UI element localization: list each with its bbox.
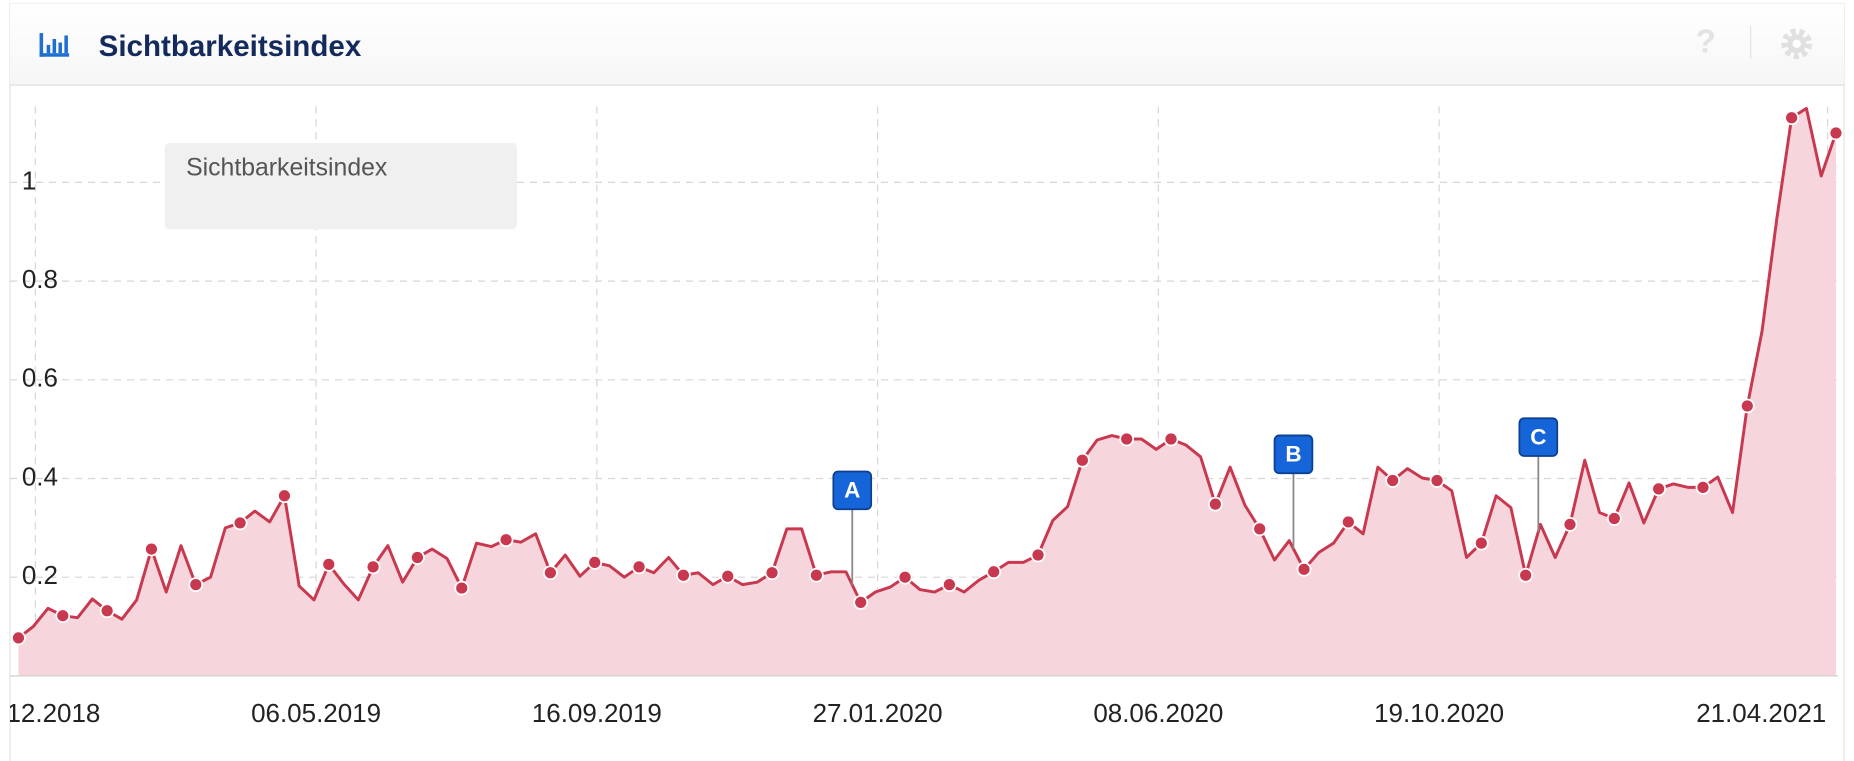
data-point: [676, 567, 691, 583]
x-tick-label: 24.12.2018: [0, 698, 100, 728]
data-point: [144, 541, 159, 557]
y-tick-label: 0.2: [22, 560, 58, 590]
data-point: [1828, 125, 1844, 141]
data-point: [277, 488, 292, 504]
x-tick-label: 27.01.2020: [813, 698, 943, 728]
data-point: [1784, 110, 1800, 126]
data-point: [1074, 452, 1090, 468]
data-point: [1340, 514, 1356, 530]
chart-icon: [39, 33, 70, 57]
data-point: [11, 630, 26, 646]
y-tick-label: 0.6: [22, 363, 58, 393]
data-point: [897, 569, 913, 585]
data-point: [1296, 561, 1312, 577]
settings-icon[interactable]: [1781, 28, 1813, 60]
annotation-label: A: [844, 477, 860, 502]
annotation-label: C: [1530, 424, 1546, 449]
data-point: [941, 577, 957, 593]
y-tick-label: 0.8: [22, 264, 58, 294]
data-point: [1207, 496, 1223, 512]
data-point: [587, 555, 603, 570]
data-point: [1473, 535, 1489, 551]
data-point: [55, 608, 71, 624]
data-point: [1695, 480, 1711, 495]
data-point: [1651, 481, 1667, 497]
data-point: [986, 564, 1002, 580]
data-point: [410, 550, 425, 565]
data-point: [1252, 521, 1268, 537]
data-point: [1606, 511, 1622, 526]
data-point: [1119, 431, 1135, 447]
data-point: [764, 565, 780, 581]
annotation-marker[interactable]: [832, 470, 873, 511]
data-point: [1562, 517, 1578, 532]
data-point: [454, 580, 470, 596]
data-point: [1163, 431, 1179, 447]
data-point: [321, 556, 337, 572]
data-point: [1739, 398, 1755, 414]
legend: [164, 142, 517, 230]
series-line: [17, 106, 1838, 640]
card-header: [10, 3, 1844, 86]
x-tick-label: 21.04.2021: [1696, 698, 1826, 728]
annotation-marker[interactable]: [1273, 434, 1314, 475]
data-point: [809, 567, 824, 583]
data-point: [498, 532, 514, 548]
data-point: [543, 565, 558, 581]
help-icon[interactable]: ?: [1696, 23, 1716, 60]
data-point: [99, 603, 115, 619]
legend-label: Sichtbarkeitsindex: [186, 155, 388, 182]
data-point: [1385, 473, 1401, 488]
data-point: [1518, 567, 1534, 583]
data-point: [1429, 473, 1445, 488]
annotation-label: B: [1285, 441, 1301, 466]
plot-area: 24.12.2018 06.05.2019 16.09.2019 27.01.2020…: [0, 106, 1844, 728]
data-point: [853, 594, 869, 610]
x-tick-label: 16.09.2019: [532, 698, 662, 728]
data-point: [188, 577, 204, 593]
data-point: [720, 568, 736, 584]
data-point: [1030, 547, 1046, 563]
data-point: [631, 559, 647, 575]
x-tick-label: 19.10.2020: [1374, 698, 1504, 728]
y-tick-label: 0.4: [22, 461, 58, 491]
data-point: [365, 559, 381, 575]
series-area: [18, 108, 1836, 676]
y-tick-label: 1: [22, 165, 36, 195]
widget-title: Sichtbarkeitsindex: [99, 30, 362, 63]
data-point: [232, 515, 248, 531]
x-tick-label: 08.06.2020: [1093, 698, 1223, 728]
x-tick-label: 06.05.2019: [251, 698, 381, 728]
annotation-marker[interactable]: [1518, 417, 1559, 457]
